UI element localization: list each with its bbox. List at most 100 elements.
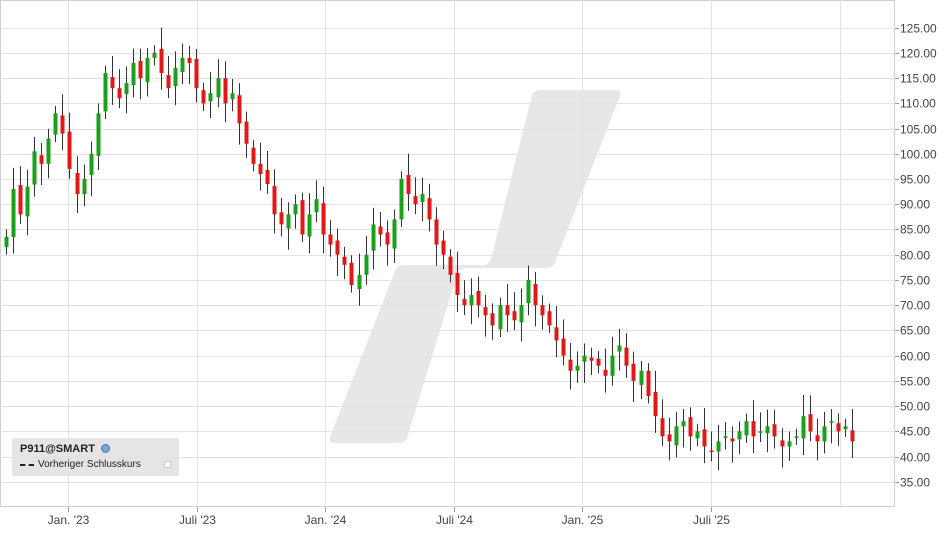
candle-body bbox=[610, 355, 615, 376]
candle-body bbox=[427, 198, 432, 220]
candle-body bbox=[251, 147, 256, 164]
candle-body bbox=[166, 75, 171, 89]
candle-body bbox=[244, 121, 249, 144]
candle-body bbox=[159, 48, 164, 74]
candle-body bbox=[568, 359, 573, 371]
candle-body bbox=[349, 262, 354, 285]
candle-body bbox=[258, 163, 263, 174]
candle-body bbox=[208, 93, 213, 102]
y-tick-label: 45.00 bbox=[900, 425, 930, 439]
legend-checkbox[interactable] bbox=[164, 461, 171, 468]
candle-body bbox=[512, 311, 517, 321]
candle-body bbox=[32, 151, 37, 185]
candle-body bbox=[617, 345, 622, 352]
candle-body bbox=[420, 194, 425, 203]
y-tick-label: 40.00 bbox=[900, 451, 930, 465]
candle-body bbox=[46, 138, 51, 164]
candle-body bbox=[709, 450, 714, 452]
candle-body bbox=[11, 189, 16, 238]
candle-body bbox=[364, 254, 369, 275]
candle-body bbox=[53, 113, 58, 135]
x-tick-label: Jan. '24 bbox=[305, 513, 347, 527]
y-tick-label: 90.00 bbox=[900, 198, 930, 212]
candle-body bbox=[561, 338, 566, 356]
y-tick-label: 115.00 bbox=[900, 72, 936, 86]
candle-body bbox=[216, 78, 221, 98]
candle-body bbox=[794, 436, 799, 438]
candle-body bbox=[237, 95, 242, 124]
candle-body bbox=[413, 196, 418, 205]
globe-icon[interactable] bbox=[101, 444, 110, 453]
x-tick-label: Juli '23 bbox=[179, 513, 216, 527]
candle-body bbox=[448, 256, 453, 275]
candle-body bbox=[596, 358, 601, 366]
candle-body bbox=[307, 214, 312, 237]
candle-body bbox=[4, 237, 9, 248]
candle-body bbox=[406, 174, 411, 195]
candle-body bbox=[131, 62, 136, 86]
y-tick-label: 110.00 bbox=[900, 97, 936, 111]
candle-body bbox=[265, 169, 270, 185]
candle-body bbox=[829, 421, 834, 423]
y-tick-label: 50.00 bbox=[900, 400, 930, 414]
candle-body bbox=[758, 431, 763, 433]
candle-body bbox=[342, 256, 347, 265]
y-tick-label: 65.00 bbox=[900, 324, 930, 338]
y-tick-label: 105.00 bbox=[900, 123, 937, 137]
candle-body bbox=[519, 305, 524, 323]
candle-body bbox=[589, 357, 594, 361]
y-tick-label: 95.00 bbox=[900, 173, 930, 187]
x-tick-label: Jan. '25 bbox=[562, 513, 604, 527]
candle-body bbox=[201, 90, 206, 104]
candle-body bbox=[25, 186, 30, 217]
candle-body bbox=[603, 369, 608, 376]
candle-body bbox=[39, 155, 44, 164]
candle-body bbox=[540, 305, 545, 316]
candle-body bbox=[455, 272, 460, 296]
legend-title: P911@SMART bbox=[20, 443, 95, 455]
candle-body bbox=[314, 199, 319, 213]
y-tick-label: 70.00 bbox=[900, 299, 930, 313]
candle-body bbox=[321, 203, 326, 235]
candle-body bbox=[695, 431, 700, 439]
candle-body bbox=[385, 232, 390, 245]
candle-body bbox=[653, 391, 658, 417]
dashed-line-icon bbox=[20, 464, 34, 466]
candle-body bbox=[357, 274, 362, 290]
candle-body bbox=[286, 214, 291, 229]
candle-body bbox=[469, 295, 474, 306]
candle-body bbox=[18, 185, 23, 215]
candle-body bbox=[639, 370, 644, 385]
candle-body bbox=[293, 204, 298, 215]
candle-body bbox=[152, 52, 157, 58]
candle-body bbox=[124, 83, 129, 95]
candle-body bbox=[82, 179, 87, 195]
candle-body bbox=[744, 421, 749, 436]
x-tick-label: Juli '24 bbox=[436, 513, 473, 527]
candle-body bbox=[808, 414, 813, 432]
candle-body bbox=[730, 438, 735, 442]
candle-body bbox=[674, 426, 679, 446]
candle-body bbox=[737, 431, 742, 440]
y-tick-label: 125.00 bbox=[900, 22, 937, 36]
candle-body bbox=[582, 355, 587, 362]
candle-body bbox=[279, 212, 284, 225]
candle-body bbox=[498, 305, 503, 330]
candle-body bbox=[272, 186, 277, 215]
watermark-logo bbox=[329, 90, 621, 443]
candle-body bbox=[187, 57, 192, 63]
candle-body bbox=[526, 279, 531, 304]
candle-body bbox=[681, 421, 686, 427]
candle-body bbox=[60, 115, 65, 134]
candle-body bbox=[223, 78, 228, 104]
candle-body bbox=[145, 57, 150, 83]
y-tick-label: 35.00 bbox=[900, 476, 930, 490]
candle-body bbox=[575, 365, 580, 371]
candle-body bbox=[89, 153, 94, 175]
candle-body bbox=[765, 426, 770, 434]
candle-body bbox=[96, 113, 101, 156]
y-tick-label: 120.00 bbox=[900, 47, 937, 61]
legend-box: P911@SMART Vorheriger Schlusskurs bbox=[12, 438, 179, 476]
